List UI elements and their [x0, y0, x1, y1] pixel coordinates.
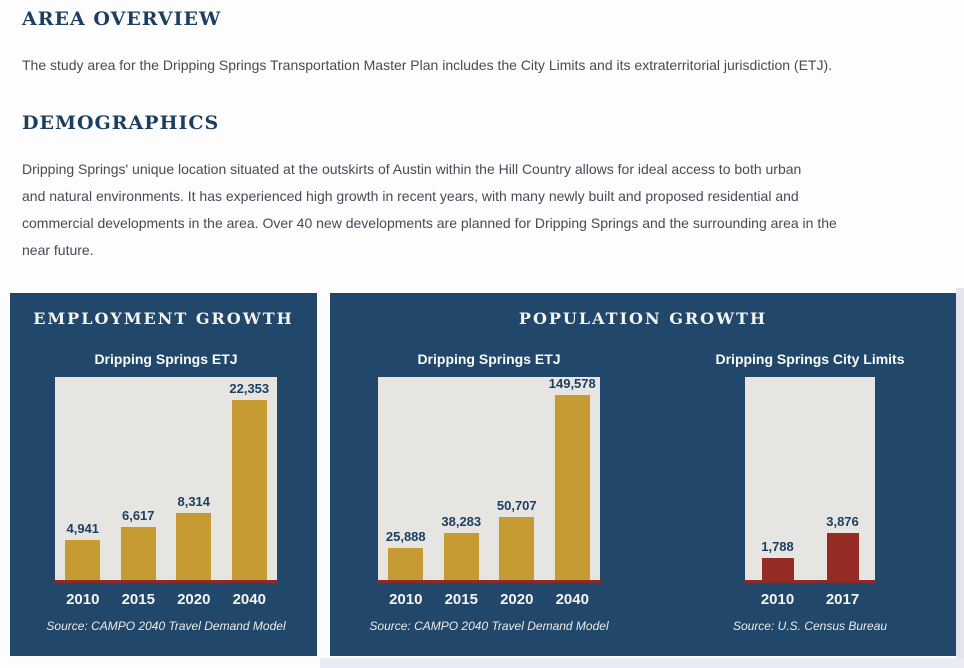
bar-2010 — [761, 558, 794, 580]
page-edge-strip-right — [956, 288, 964, 668]
bar-2010 — [65, 540, 101, 580]
x-axis-labels: 2010 2015 2020 2040 — [378, 591, 600, 608]
x-axis-label: 2017 — [825, 591, 860, 608]
chart-source: Source: CAMPO 2040 Travel Demand Model — [46, 619, 286, 633]
bar-value-label: 3,876 — [826, 514, 859, 529]
chart-source: Source: U.S. Census Bureau — [732, 619, 888, 633]
chart-title: Dripping Springs ETJ — [94, 351, 238, 367]
chart-title: Dripping Springs ETJ — [417, 351, 561, 367]
population-growth-panel: POPULATION GROWTH Dripping Springs ETJ 2… — [330, 293, 956, 656]
x-axis-label: 2010 — [760, 591, 795, 608]
chart-title: Dripping Springs City Limits — [715, 351, 905, 367]
employment-growth-panel: EMPLOYMENT GROWTH Dripping Springs ETJ 4… — [10, 293, 317, 656]
page-content: AREA OVERVIEW The study area for the Dri… — [22, 0, 962, 264]
x-axis-label: 2020 — [177, 591, 211, 608]
x-axis-label: 2020 — [500, 591, 534, 608]
demographics-heading: DEMOGRAPHICS — [22, 112, 220, 134]
bar-2017 — [826, 533, 859, 580]
bar-2015 — [443, 533, 479, 580]
bar-value-label: 25,888 — [385, 529, 426, 544]
area-overview-heading: AREA OVERVIEW — [22, 8, 222, 30]
x-axis-label: 2010 — [389, 591, 423, 608]
bar-2015 — [120, 527, 156, 580]
bar-value-label: 4,941 — [66, 521, 100, 536]
area-overview-paragraph: The study area for the Dripping Springs … — [22, 57, 833, 73]
x-axis-labels: 2010 2017 — [745, 591, 875, 608]
demographics-paragraph: Dripping Springs' unique location situat… — [22, 161, 837, 258]
bar-value-label: 1,788 — [761, 539, 794, 554]
chart-plot: 1,788 3,876 — [744, 377, 876, 583]
x-axis-label: 2015 — [121, 591, 155, 608]
bar-value-label: 6,617 — [121, 508, 155, 523]
x-axis-labels: 2010 2015 2020 2040 — [55, 591, 277, 608]
population-etj-chart: Dripping Springs ETJ 25,888 38,283 50,707 1… — [369, 351, 608, 643]
bar-value-label: 38,283 — [441, 514, 482, 529]
x-axis-label: 2015 — [444, 591, 478, 608]
bar-2010 — [388, 548, 424, 580]
page-edge-strip-bottom — [320, 658, 964, 668]
population-growth-panel-title: POPULATION GROWTH — [518, 309, 768, 328]
x-axis-label: 2040 — [232, 591, 266, 608]
population-city-limits-chart: Dripping Springs City Limits 1,788 3,876 … — [715, 351, 904, 643]
employment-etj-chart: Dripping Springs ETJ 4,941 6,617 8,314 22,3… — [46, 351, 285, 643]
bar-2040 — [554, 395, 590, 580]
chart-plot: 4,941 6,617 8,314 22,353 — [54, 377, 278, 583]
chart-source: Source: CAMPO 2040 Travel Demand Model — [369, 619, 609, 633]
bar-value-label: 149,578 — [548, 376, 596, 391]
bar-2020 — [499, 517, 535, 580]
bar-value-label: 22,353 — [229, 381, 270, 396]
bar-2020 — [176, 513, 212, 580]
chart-plot: 25,888 38,283 50,707 149,578 — [377, 376, 601, 583]
bar-value-label: 8,314 — [177, 494, 211, 509]
employment-growth-panel-title: EMPLOYMENT GROWTH — [33, 309, 294, 328]
bar-2040 — [231, 400, 267, 580]
x-axis-label: 2040 — [555, 591, 589, 608]
x-axis-label: 2010 — [66, 591, 100, 608]
bar-value-label: 50,707 — [496, 498, 537, 513]
